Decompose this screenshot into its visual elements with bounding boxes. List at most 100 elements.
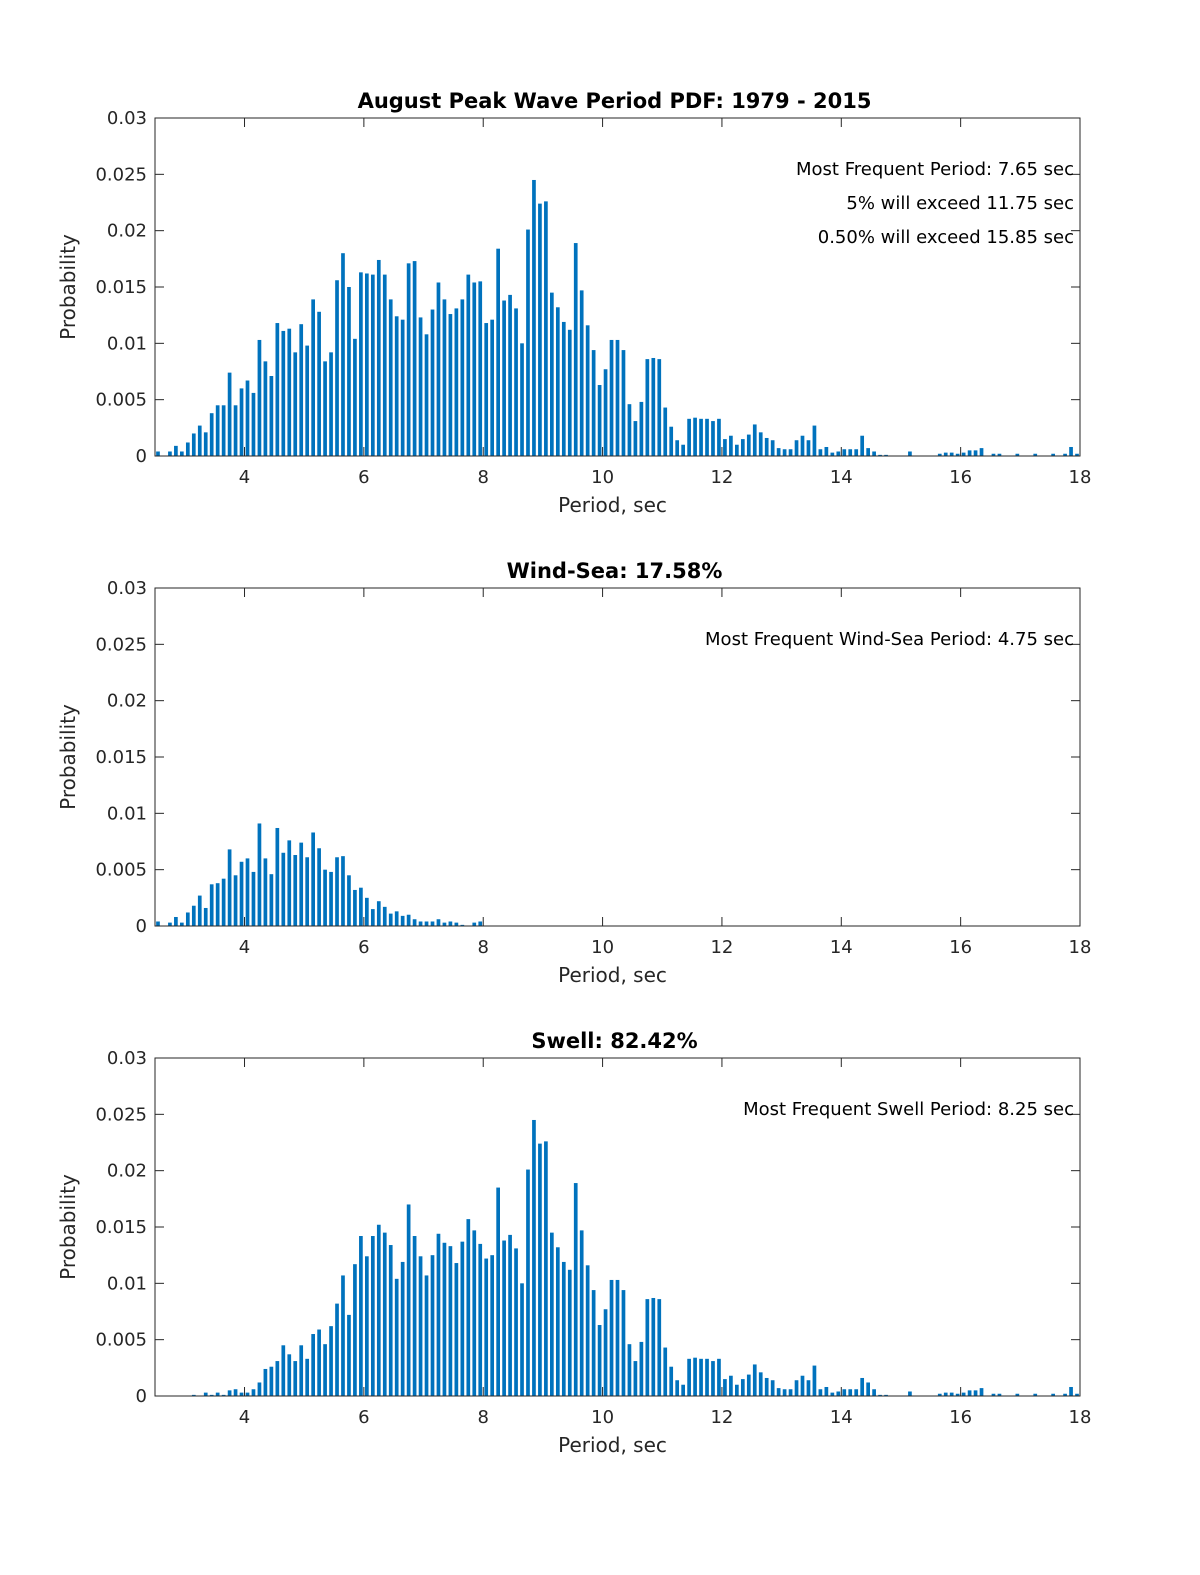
- bar: [866, 448, 870, 456]
- bars: [156, 179, 1079, 456]
- bar: [388, 299, 393, 456]
- x-tick-label: 12: [710, 937, 733, 958]
- bar: [735, 1384, 739, 1396]
- chart-title: August Peak Wave Period PDF: 1979 - 2015: [358, 89, 872, 113]
- bar: [359, 272, 363, 456]
- bar: [550, 1232, 554, 1396]
- bar: [794, 1380, 799, 1396]
- bar: [311, 1334, 315, 1396]
- annotation: Most Frequent Wind-Sea Period: 4.75 sec: [705, 629, 1074, 650]
- y-tick-label: 0.01: [107, 333, 147, 354]
- bar: [472, 1230, 477, 1396]
- bar: [997, 453, 1002, 456]
- bar: [329, 1326, 333, 1396]
- bar: [669, 1366, 674, 1396]
- y-tick-label: 0: [136, 446, 147, 467]
- x-axis-label: Period, sec: [558, 493, 667, 517]
- bar: [866, 1382, 870, 1396]
- bar: [818, 449, 823, 456]
- x-tick-label: 16: [949, 467, 972, 488]
- bar: [335, 857, 339, 926]
- bar: [269, 874, 274, 926]
- x-tick-label: 12: [710, 1407, 733, 1428]
- bar: [275, 1361, 280, 1396]
- bar: [884, 1394, 888, 1396]
- bar: [967, 450, 972, 456]
- bar: [221, 878, 226, 926]
- x-tick-label: 6: [358, 467, 369, 488]
- bar: [335, 1303, 339, 1396]
- bar: [842, 1389, 847, 1396]
- bar: [257, 1382, 262, 1396]
- bar: [639, 401, 644, 456]
- bar: [1051, 1393, 1055, 1396]
- bar: [591, 350, 596, 456]
- bar: [174, 916, 178, 926]
- bar: [538, 203, 542, 456]
- bar: [860, 1377, 865, 1396]
- bar: [442, 922, 447, 926]
- x-tick-label: 16: [949, 1407, 972, 1428]
- bar: [717, 418, 721, 456]
- bar: [872, 451, 876, 456]
- bar: [287, 840, 292, 926]
- chart-panel-2: 4 6 8 10 12 14 16 18 0 0.005 0.01 0.015 0.02 0.025 0.0…: [56, 559, 1091, 987]
- y-tick-label: 0.005: [95, 390, 147, 411]
- bar: [735, 444, 739, 456]
- bar: [227, 849, 232, 926]
- bar: [526, 229, 530, 456]
- bar: [752, 424, 757, 456]
- bar: [681, 1384, 685, 1396]
- bar: [830, 1392, 835, 1396]
- bar: [180, 451, 184, 456]
- x-tick-label: 10: [591, 937, 614, 958]
- bar: [490, 319, 495, 456]
- bar: [955, 1393, 960, 1396]
- bar: [245, 1392, 250, 1396]
- bar: [651, 1297, 656, 1396]
- bar: [299, 842, 304, 926]
- bar: [275, 827, 280, 926]
- bar: [478, 281, 483, 456]
- bar: [878, 454, 882, 456]
- bar: [323, 1344, 327, 1396]
- bar: [979, 448, 984, 456]
- bar: [711, 421, 715, 456]
- bar: [550, 292, 554, 456]
- y-tick-label: 0: [136, 916, 147, 937]
- bar: [388, 1245, 393, 1396]
- x-tick-label: 10: [591, 467, 614, 488]
- bar: [359, 887, 363, 926]
- bar: [615, 339, 620, 456]
- bar: [633, 421, 638, 456]
- bar: [341, 253, 345, 456]
- bar: [203, 432, 208, 456]
- x-tick-label: 14: [830, 937, 853, 958]
- bar: [365, 1256, 369, 1396]
- bar: [597, 1325, 602, 1396]
- bar: [1069, 1386, 1073, 1396]
- bar: [579, 1230, 584, 1396]
- bar: [478, 921, 483, 926]
- bar: [544, 201, 548, 456]
- bar: [221, 1394, 226, 1396]
- bar: [215, 1392, 220, 1396]
- bar: [311, 832, 315, 926]
- bar: [579, 290, 584, 456]
- bar: [341, 1275, 345, 1396]
- bar: [585, 325, 590, 456]
- y-axis-label: Probability: [56, 704, 80, 810]
- bar: [764, 1377, 769, 1396]
- bar: [370, 909, 375, 926]
- bar: [836, 1391, 841, 1396]
- bar: [764, 437, 769, 456]
- bar: [657, 1299, 662, 1396]
- bar: [854, 449, 859, 456]
- bar: [347, 287, 351, 456]
- bar: [842, 449, 847, 456]
- y-tick-label: 0.015: [95, 747, 147, 768]
- bar: [191, 905, 196, 926]
- bar: [412, 261, 417, 456]
- annotation: 5% will exceed 11.75 sec: [846, 193, 1074, 214]
- x-tick-label: 4: [239, 1407, 250, 1428]
